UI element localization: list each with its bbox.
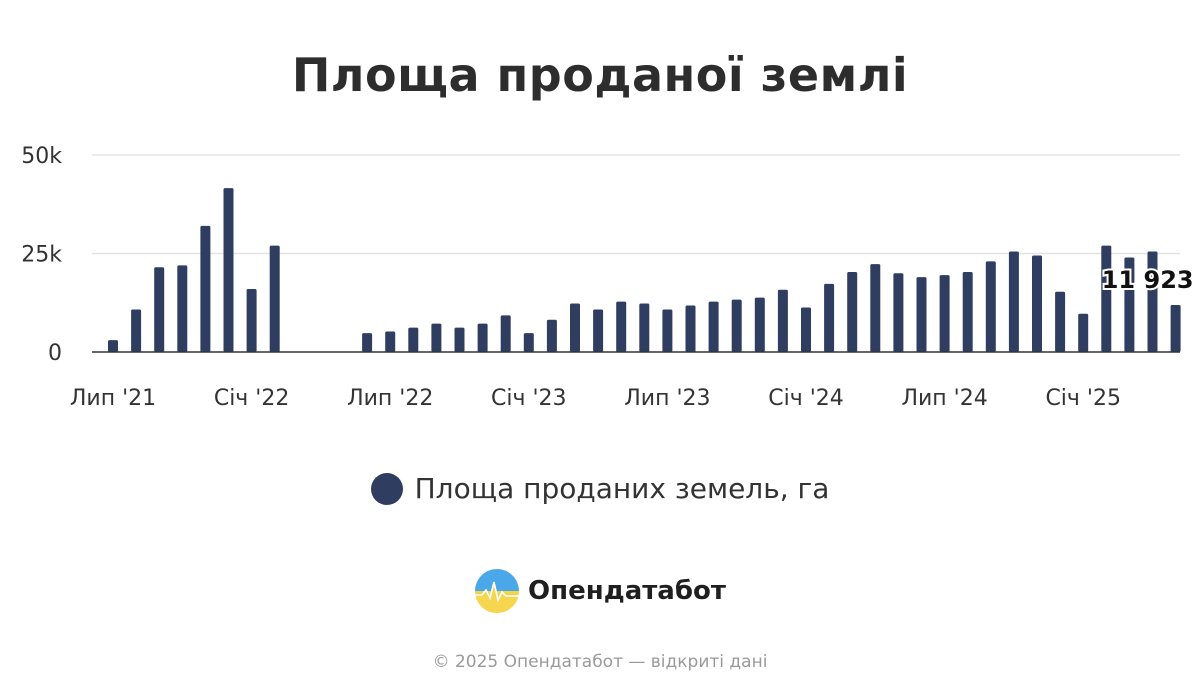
bar: [593, 309, 604, 352]
y-tick-label: 25k: [21, 243, 62, 268]
bar: [1147, 251, 1158, 352]
bar: [754, 297, 765, 352]
bar: [662, 309, 673, 352]
bar: [223, 188, 234, 352]
bar: [616, 301, 627, 352]
bar: [893, 273, 904, 352]
bar: [269, 245, 280, 352]
x-tick-label: Січ '24: [768, 386, 844, 411]
data-label: 11 923: [1102, 266, 1194, 294]
legend-label: Площа проданих земель, га: [414, 472, 830, 505]
x-tick-label: Лип '21: [70, 386, 156, 411]
x-tick-label: Січ '22: [214, 386, 290, 411]
bar: [500, 315, 511, 352]
bar: [454, 327, 465, 352]
bar: [962, 272, 973, 352]
bar: [1078, 313, 1089, 352]
footer-copyright: © 2025 Опендатабот — відкриті дані: [432, 652, 768, 672]
bar: [916, 277, 927, 352]
bar: [824, 283, 835, 352]
y-tick-label: 50k: [21, 144, 62, 169]
bar: [870, 264, 881, 352]
bar: [1170, 305, 1181, 352]
bar: [685, 305, 696, 352]
bar: [1032, 255, 1042, 352]
x-tick-label: Січ '23: [491, 386, 567, 411]
opendatabot-logo-icon: [475, 569, 520, 613]
bar: [523, 333, 534, 352]
bar: [108, 340, 118, 352]
bar: [1008, 251, 1019, 352]
x-tick-label: Січ '25: [1045, 386, 1121, 411]
brand-name: Опендатабот: [528, 576, 726, 606]
bar: [639, 303, 650, 352]
bar: [939, 275, 950, 352]
legend[interactable]: Площа проданих земель, га: [0, 472, 1200, 505]
bar: [177, 265, 188, 352]
bar: [385, 331, 396, 352]
bar: [777, 289, 788, 352]
bar: [246, 288, 257, 352]
bar: [477, 323, 488, 352]
bar: [985, 261, 996, 352]
x-tick-label: Лип '24: [901, 386, 987, 411]
chart-title: Площа проданої землі: [291, 48, 909, 102]
bar: [570, 303, 580, 352]
bar: [131, 309, 142, 352]
bar: [431, 323, 442, 352]
x-tick-label: Лип '22: [347, 386, 433, 411]
bar: [546, 319, 557, 352]
bar: [801, 307, 811, 352]
x-tick-label: Лип '23: [624, 386, 710, 411]
bar: [847, 272, 858, 352]
legend-marker-icon: [370, 472, 403, 505]
bar: [708, 301, 719, 352]
bar: [154, 267, 165, 352]
bar: [1124, 257, 1135, 352]
bar-chart: 0 25k 50k Лип '21 Січ '22 Лип '22 Січ '23 Лип '…: [21, 144, 1195, 411]
bar: [362, 333, 373, 352]
bar: [200, 225, 211, 352]
bar: [731, 299, 742, 352]
bar: [1101, 245, 1112, 352]
y-tick-label: 0: [48, 341, 62, 366]
bar: [1055, 291, 1066, 352]
bar: [408, 327, 419, 352]
brand: Опендатабот: [0, 568, 1200, 614]
